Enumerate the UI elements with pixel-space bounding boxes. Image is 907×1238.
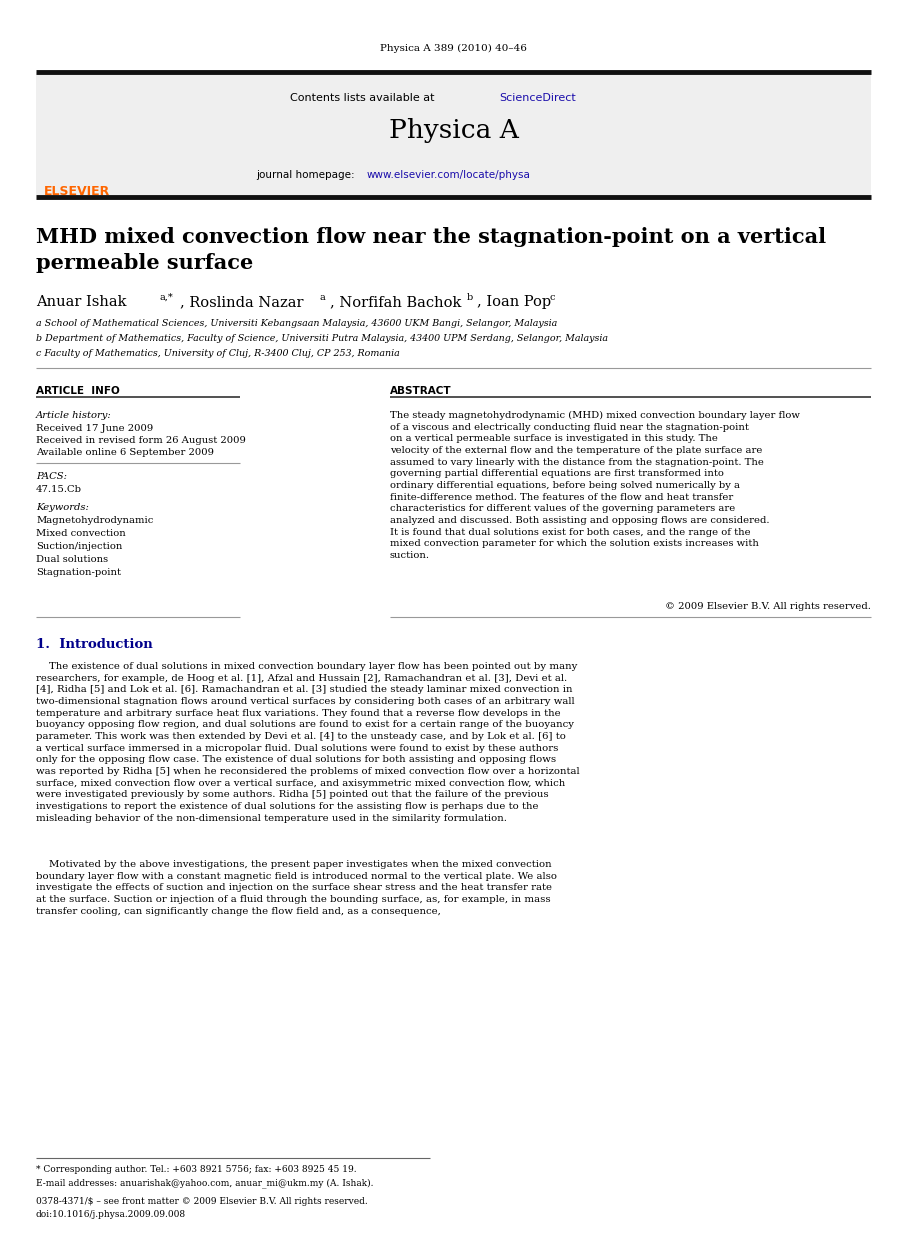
- Text: a School of Mathematical Sciences, Universiti Kebangsaan Malaysia, 43600 UKM Ban: a School of Mathematical Sciences, Unive…: [36, 319, 557, 328]
- Text: c Faculty of Mathematics, University of Cluj, R-3400 Cluj, CP 253, Romania: c Faculty of Mathematics, University of …: [36, 349, 400, 358]
- Text: Physica A: Physica A: [388, 118, 519, 144]
- Text: a: a: [320, 293, 326, 302]
- Text: The existence of dual solutions in mixed convection boundary layer flow has been: The existence of dual solutions in mixed…: [36, 662, 580, 822]
- Text: © 2009 Elsevier B.V. All rights reserved.: © 2009 Elsevier B.V. All rights reserved…: [665, 602, 871, 612]
- Text: Physica A 389 (2010) 40–46: Physica A 389 (2010) 40–46: [380, 45, 527, 53]
- Text: , Roslinda Nazar: , Roslinda Nazar: [180, 295, 304, 310]
- Text: Mixed convection: Mixed convection: [36, 529, 126, 539]
- Text: Magnetohydrodynamic: Magnetohydrodynamic: [36, 516, 153, 525]
- Text: Dual solutions: Dual solutions: [36, 555, 108, 565]
- Text: Article history:: Article history:: [36, 411, 112, 420]
- Text: Keywords:: Keywords:: [36, 503, 89, 513]
- Bar: [36, 72, 871, 196]
- Text: E-mail addresses: anuarishak@yahoo.com, anuar_mi@ukm.my (A. Ishak).: E-mail addresses: anuarishak@yahoo.com, …: [36, 1179, 374, 1187]
- Text: a,*: a,*: [160, 293, 174, 302]
- Text: Received 17 June 2009: Received 17 June 2009: [36, 423, 153, 433]
- Text: b: b: [467, 293, 473, 302]
- Text: www.elsevier.com/locate/physa: www.elsevier.com/locate/physa: [367, 170, 531, 180]
- Text: b Department of Mathematics, Faculty of Science, Universiti Putra Malaysia, 4340: b Department of Mathematics, Faculty of …: [36, 334, 608, 343]
- Text: The steady magnetohydrodynamic (MHD) mixed convection boundary layer flow
of a v: The steady magnetohydrodynamic (MHD) mix…: [390, 411, 800, 560]
- Text: 0378-4371/$ – see front matter © 2009 Elsevier B.V. All rights reserved.: 0378-4371/$ – see front matter © 2009 El…: [36, 1197, 367, 1206]
- Text: journal homepage:: journal homepage:: [256, 170, 358, 180]
- Text: PACS:: PACS:: [36, 472, 67, 482]
- Text: ARTICLE  INFO: ARTICLE INFO: [36, 386, 120, 396]
- Text: Motivated by the above investigations, the present paper investigates when the m: Motivated by the above investigations, t…: [36, 860, 557, 916]
- Text: Available online 6 September 2009: Available online 6 September 2009: [36, 448, 214, 457]
- Text: , Ioan Pop: , Ioan Pop: [477, 295, 551, 310]
- Text: 1.  Introduction: 1. Introduction: [36, 638, 152, 651]
- Text: Received in revised form 26 August 2009: Received in revised form 26 August 2009: [36, 436, 246, 444]
- Text: ELSEVIER: ELSEVIER: [44, 184, 111, 198]
- Text: Anuar Ishak: Anuar Ishak: [36, 295, 126, 310]
- Text: Stagnation-point: Stagnation-point: [36, 568, 121, 577]
- Text: c: c: [549, 293, 554, 302]
- Text: * Corresponding author. Tel.: +603 8921 5756; fax: +603 8925 45 19.: * Corresponding author. Tel.: +603 8921 …: [36, 1165, 356, 1174]
- Text: , Norfifah Bachok: , Norfifah Bachok: [330, 295, 462, 310]
- Text: ScienceDirect: ScienceDirect: [499, 93, 576, 103]
- Text: Suction/injection: Suction/injection: [36, 542, 122, 551]
- Text: Contents lists available at: Contents lists available at: [290, 93, 438, 103]
- Text: 47.15.Cb: 47.15.Cb: [36, 485, 82, 494]
- Text: doi:10.1016/j.physa.2009.09.008: doi:10.1016/j.physa.2009.09.008: [36, 1210, 186, 1219]
- Text: MHD mixed convection flow near the stagnation-point on a vertical: MHD mixed convection flow near the stagn…: [36, 227, 826, 248]
- Text: permeable surface: permeable surface: [36, 253, 253, 274]
- Text: ABSTRACT: ABSTRACT: [390, 386, 452, 396]
